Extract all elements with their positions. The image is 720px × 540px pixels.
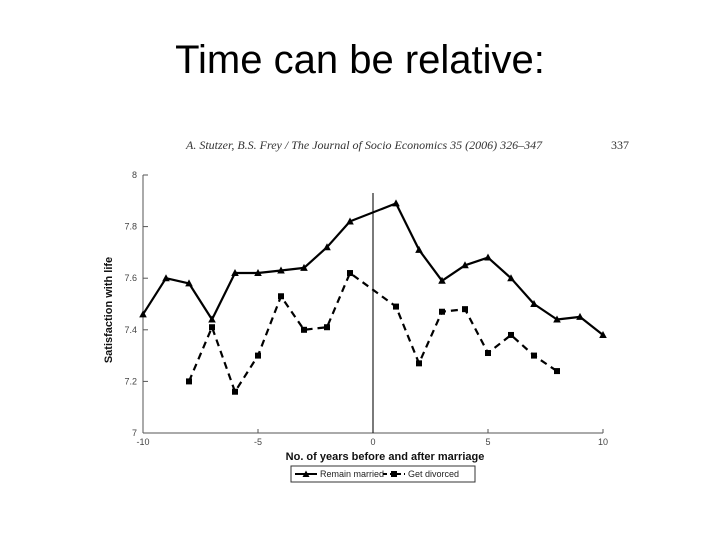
data-point-divorced [278,293,284,300]
page-number: 337 [611,138,629,152]
data-point-divorced [439,308,445,315]
data-point-married [530,300,538,307]
y-tick-label: 8 [132,170,137,180]
slide-title: Time can be relative: [175,38,545,82]
data-point-divorced [554,368,560,375]
y-tick-label: 7 [132,428,137,438]
x-tick-label: 10 [598,437,608,447]
data-point-divorced [393,303,399,310]
legend-label-married: Remain married [320,469,384,479]
series-line-married [142,202,604,336]
data-point-married [599,330,607,338]
data-point-divorced [209,324,215,331]
y-tick-label: 7.2 [124,376,137,386]
x-tick-label: 0 [370,437,375,447]
data-point-married [139,310,147,318]
data-point-married [323,243,331,251]
data-point-divorced [462,306,468,313]
data-point-divorced [186,378,192,385]
x-tick-label: 5 [485,437,490,447]
data-point-divorced [232,388,238,395]
journal-citation: A. Stutzer, B.S. Frey / The Journal of S… [186,138,543,152]
data-point-married [300,263,308,271]
data-point-married [461,261,469,269]
data-point-married [484,253,492,261]
data-point-divorced [255,352,261,359]
data-point-married [277,266,285,274]
data-point-divorced [347,270,353,277]
y-tick-label: 7.8 [124,222,137,232]
data-point-married [162,274,170,282]
x-tick-label: -5 [254,437,262,447]
legend-label-divorced: Get divorced [408,469,459,479]
chart-legend: Remain married Get divorced [290,465,476,483]
data-point-divorced [301,326,307,333]
x-axis-title: No. of years before and after marriage [286,451,485,463]
chart-series [139,199,607,395]
y-axis-title: Satisfaction with life [103,257,115,363]
y-tick-label: 7.4 [124,325,137,335]
data-point-married [415,245,423,253]
data-point-married [438,276,446,284]
data-point-married [208,315,216,323]
series-line-divorced [187,271,558,393]
y-tick-label: 7.6 [124,273,137,283]
data-point-divorced [508,331,514,338]
legend-marker-married [302,470,310,477]
data-point-divorced [324,324,330,331]
data-point-married [254,269,262,277]
data-point-married [392,199,400,207]
data-point-divorced [416,360,422,367]
data-point-married [185,279,193,287]
data-point-married [576,312,584,320]
data-point-married [231,269,239,277]
legend-marker-divorced [391,471,397,477]
data-point-married [553,315,561,323]
data-point-divorced [531,352,537,359]
x-tick-label: -10 [136,437,149,447]
chart-axes: 7 7.2 7.4 7.6 7.8 8 -10 -5 0 5 10 No. of years befo… [103,170,608,463]
data-point-married [346,217,354,225]
data-point-divorced [485,350,491,357]
data-point-married [507,274,515,282]
